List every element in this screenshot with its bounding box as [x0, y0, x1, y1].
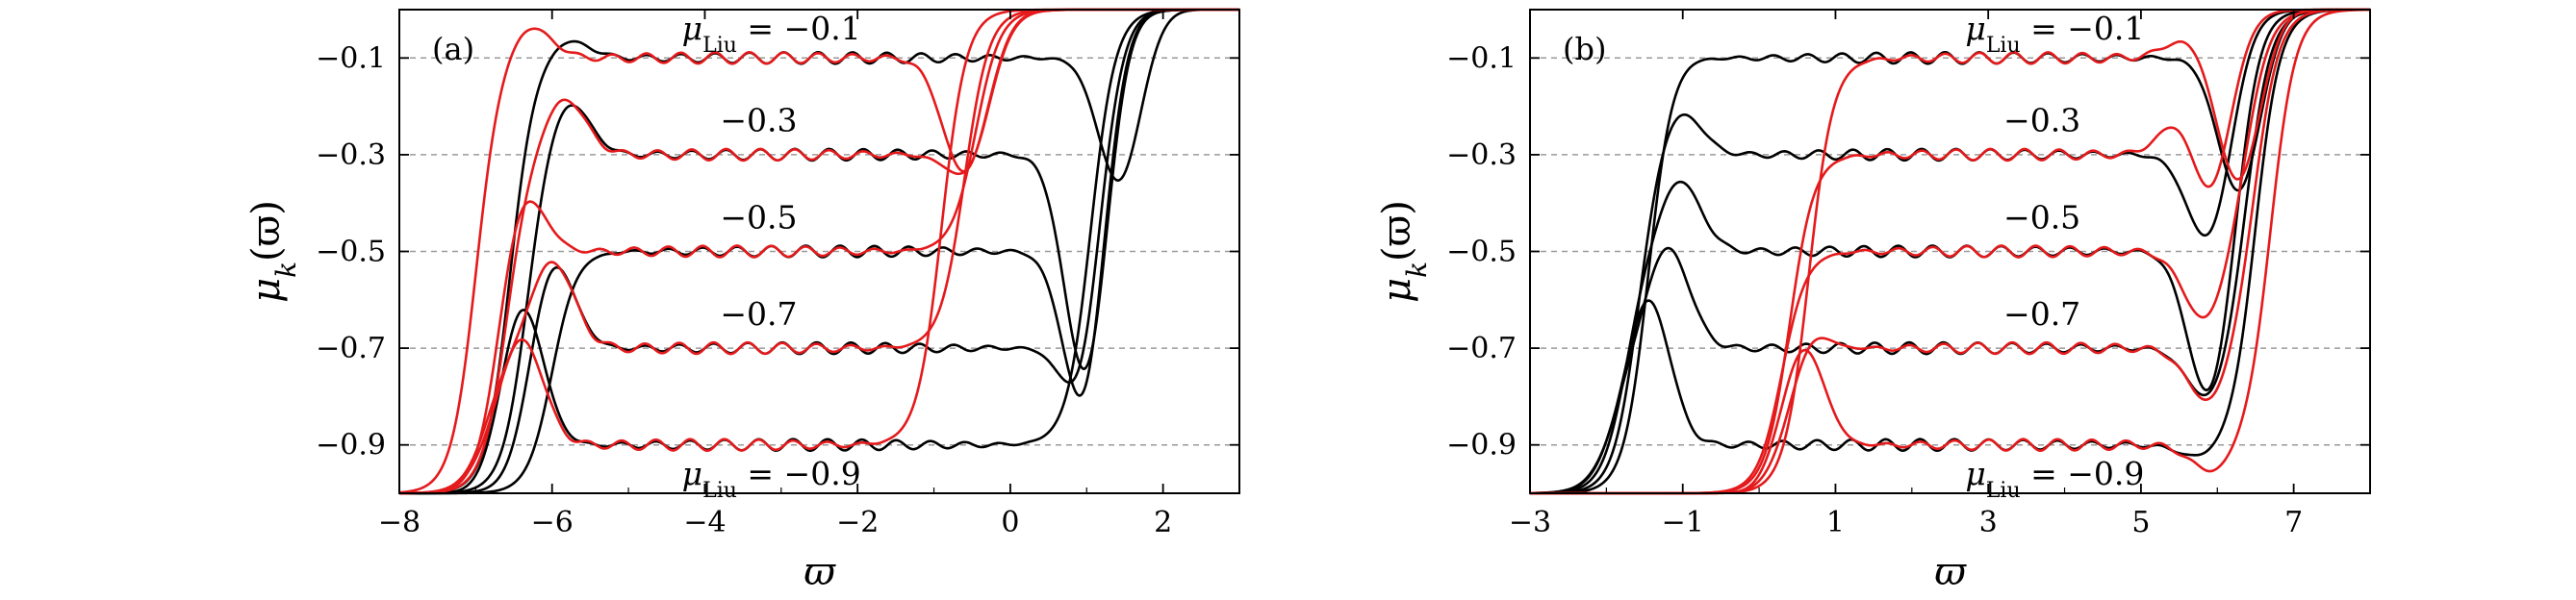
x-tick-label: 0	[1001, 506, 1019, 539]
y-tick-label: −0.9	[1446, 429, 1517, 462]
x-tick-label: −3	[1509, 506, 1551, 539]
x-tick-label: −8	[378, 506, 421, 539]
x-axis-title: ϖ	[1934, 550, 1967, 594]
y-axis-title: μk(ϖ)	[1375, 200, 1433, 303]
series-annotation: −0.7	[720, 295, 797, 333]
y-axis-title: μk(ϖ)	[244, 200, 302, 303]
series-line	[399, 8, 1239, 495]
x-tick-label: 5	[2131, 506, 2150, 539]
y-tick-label: −0.3	[1446, 138, 1517, 172]
y-tick-label: −0.9	[316, 429, 386, 462]
x-axis-title: ϖ	[803, 550, 836, 594]
x-tick-label: −1	[1662, 506, 1704, 539]
series-annotation: μLiu = −0.1	[682, 10, 861, 58]
y-tick-label: −0.3	[316, 138, 386, 172]
series-annotation: μLiu = −0.9	[1965, 455, 2144, 503]
y-tick-label: −0.7	[1446, 332, 1517, 365]
panel-b: −3 −1 1 3 5 7 −0.1 −0.3 −0.5 −0.7 −0.9 ϖ μk(ϖ) (b) μLi…	[1375, 8, 2371, 594]
x-tick-label: 2	[1154, 506, 1172, 539]
x-tick-label: 3	[1979, 506, 1998, 539]
panel-label: (a)	[432, 31, 474, 67]
x-tick-label: 1	[1826, 506, 1845, 539]
series-annotation: −0.5	[720, 198, 797, 236]
x-tick-label: −2	[836, 506, 879, 539]
series-annotation: −0.5	[2003, 198, 2080, 236]
series-annotation: −0.3	[2003, 102, 2080, 139]
series-annotation: μLiu = −0.9	[682, 455, 861, 503]
y-tick-label: −0.5	[1446, 236, 1517, 269]
series-annotation: −0.3	[720, 102, 797, 139]
y-tick-label: −0.1	[316, 41, 386, 75]
series-annotation: −0.7	[2003, 295, 2080, 333]
y-tick-label: −0.7	[316, 332, 386, 365]
series-annotation: μLiu = −0.1	[1965, 10, 2144, 58]
y-tick-label: −0.5	[316, 236, 386, 269]
x-tick-label: 7	[2284, 506, 2303, 539]
y-tick-label: −0.1	[1446, 41, 1517, 75]
panel-a: −8 −6 −4 −2 0 2 −0.1 −0.3 −0.5 −0.7 −0.9 ϖ μk(ϖ) (a) μ…	[244, 8, 1240, 594]
x-tick-label: −6	[531, 506, 574, 539]
x-tick-label: −4	[683, 506, 726, 539]
panel-label: (b)	[1563, 31, 1606, 67]
